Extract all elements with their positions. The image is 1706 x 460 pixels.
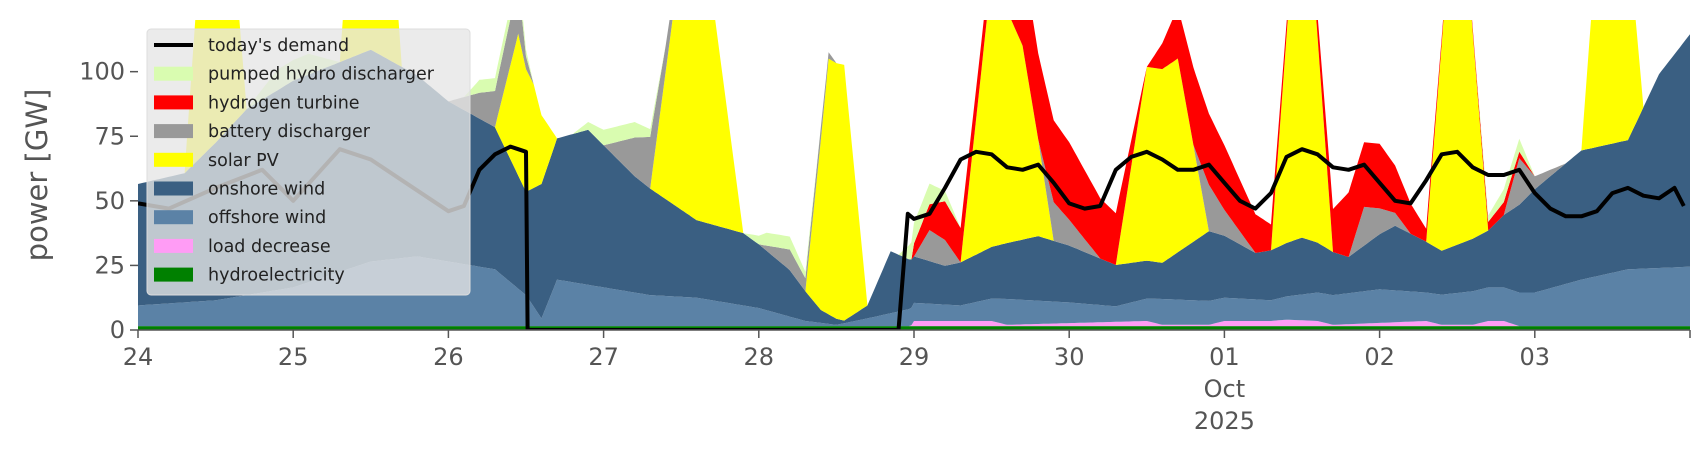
x-tick-label: 01 [1209, 343, 1240, 371]
x-month-label: Oct [1204, 375, 1246, 403]
legend-label-battery-discharger: battery discharger [208, 122, 371, 142]
legend-label-hydrogen-turbine: hydrogen turbine [208, 93, 360, 113]
demand-layer [138, 144, 1686, 330]
legend-label-solar-pv: solar PV [208, 151, 279, 171]
x-tick-label: 02 [1364, 343, 1395, 371]
axes: 0 25 50 75 100 24 25 26 27 28 29 30 01 Oct 2025 02 03 [79, 58, 1691, 435]
legend-swatch-onshore-wind [154, 181, 193, 196]
legend-swatch-battery-discharger [154, 124, 193, 139]
legend: today's demand pumped hydro discharger hyd… [146, 28, 471, 296]
area-load-decrease [138, 319, 1690, 327]
legend-label-today-s-demand: today's demand [208, 36, 349, 56]
legend-swatch-solar-pv [154, 152, 193, 167]
demand-line [138, 144, 1686, 330]
area-hydrogen-turbine [138, 20, 1690, 306]
legend-swatch-hydrogen-turbine [154, 95, 193, 110]
x-tick-label: 26 [433, 343, 464, 371]
y-tick-label: 100 [79, 58, 125, 86]
legend-swatch-offshore-wind [154, 210, 193, 225]
legend-label-pumped-hydro-discharger: pumped hydro discharger [208, 65, 435, 85]
legend-swatch-hydroelectricity [154, 267, 193, 282]
y-axis-label: power [GW] [20, 89, 54, 262]
area-solar-pv [138, 20, 1690, 321]
y-tick-label: 0 [110, 316, 125, 344]
x-year-label: 2025 [1194, 407, 1255, 435]
x-tick-label: 30 [1054, 343, 1085, 371]
x-tick-label: 29 [899, 343, 930, 371]
x-tick-label: 03 [1520, 343, 1551, 371]
legend-swatch-load-decrease [154, 238, 193, 253]
y-tick-label: 50 [94, 187, 125, 215]
legend-label-offshore-wind: offshore wind [208, 208, 326, 228]
x-tick-label: 24 [123, 343, 154, 371]
x-tick-label: 27 [588, 343, 619, 371]
legend-swatch-pumped-hydro-discharger [154, 66, 193, 81]
y-tick-label: 75 [94, 122, 125, 150]
x-tick-label: 28 [744, 343, 775, 371]
x-tick-label: 25 [278, 343, 309, 371]
legend-label-load-decrease: load decrease [208, 237, 331, 257]
legend-label-hydroelectricity: hydroelectricity [208, 266, 345, 286]
legend-label-onshore-wind: onshore wind [208, 180, 325, 200]
y-tick-label: 25 [94, 251, 125, 279]
legend-box [146, 28, 471, 296]
